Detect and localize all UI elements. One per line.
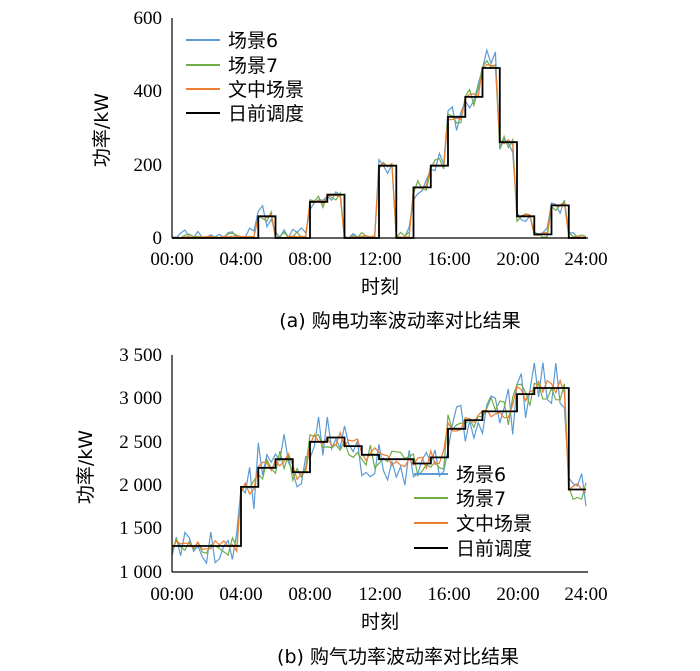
y-tick-label: 2 500 xyxy=(119,432,162,453)
legend-label: 文中场景 xyxy=(456,513,532,535)
x-tick-label: 12:00 xyxy=(358,249,401,270)
x-tick-label: 08:00 xyxy=(288,249,331,270)
series-line-日前调度 xyxy=(172,387,586,547)
panel-b-y-ticks: 1 000 1 500 2 000 2 500 3 000 3 500 xyxy=(119,345,162,583)
x-tick-label: 16:00 xyxy=(427,584,470,605)
legend-label: 日前调度 xyxy=(456,538,532,560)
x-tick-label: 04:00 xyxy=(219,249,262,270)
panel-b-x-ticks: 00:00 04:00 08:00 12:00 16:00 20:00 24:0… xyxy=(150,584,607,605)
panel-b-series xyxy=(171,362,587,565)
legend-label: 场景7 xyxy=(228,55,278,77)
panel-a-x-ticks: 00:00 04:00 08:00 12:00 16:00 20:00 24:0… xyxy=(150,249,607,270)
y-tick-label: 2 000 xyxy=(119,475,162,496)
panel-a-y-ticks: 0 200 400 600 xyxy=(134,8,163,249)
legend-label: 场景6 xyxy=(456,464,506,486)
y-tick-label: 600 xyxy=(134,8,163,29)
legend-label: 场景6 xyxy=(228,30,278,52)
panel-b-legend: 场景6 场景7 文中场景 日前调度 xyxy=(414,464,532,560)
panel-a-y-label: 功率/kW xyxy=(91,93,113,167)
panel-b-y-label: 功率/kW xyxy=(75,430,97,504)
y-tick-label: 400 xyxy=(134,81,163,102)
panel-a-legend: 场景6 场景7 文中场景 日前调度 xyxy=(186,30,304,125)
y-tick-label: 3 500 xyxy=(119,345,162,366)
panel-a-caption: (a) 购电功率波动率对比结果 xyxy=(279,310,521,332)
legend-label: 文中场景 xyxy=(228,79,304,101)
y-tick-label: 3 000 xyxy=(119,388,162,409)
x-tick-label: 16:00 xyxy=(427,249,470,270)
y-tick-label: 1 500 xyxy=(119,518,162,539)
x-tick-label: 20:00 xyxy=(496,584,539,605)
x-tick-label: 04:00 xyxy=(219,584,262,605)
legend-label: 日前调度 xyxy=(228,103,304,125)
panel-a-x-label: 时刻 xyxy=(361,276,399,298)
x-tick-label: 12:00 xyxy=(358,584,401,605)
y-tick-label: 1 000 xyxy=(119,562,162,583)
x-tick-label: 24:00 xyxy=(564,584,607,605)
x-tick-label: 08:00 xyxy=(288,584,331,605)
legend-label: 场景7 xyxy=(456,488,506,510)
x-tick-label: 00:00 xyxy=(150,249,193,270)
panel-b-caption: (b) 购气功率波动率对比结果 xyxy=(277,646,519,668)
panel-a: 00:00 04:00 08:00 12:00 16:00 20:00 24:0… xyxy=(91,8,608,332)
y-tick-label: 200 xyxy=(134,155,163,176)
y-tick-label: 0 xyxy=(153,228,163,249)
panel-b-x-label: 时刻 xyxy=(361,611,399,633)
panel-b: 00:00 04:00 08:00 12:00 16:00 20:00 24:0… xyxy=(75,345,608,668)
x-tick-label: 20:00 xyxy=(496,249,539,270)
x-tick-label: 24:00 xyxy=(564,249,607,270)
x-tick-label: 00:00 xyxy=(150,584,193,605)
